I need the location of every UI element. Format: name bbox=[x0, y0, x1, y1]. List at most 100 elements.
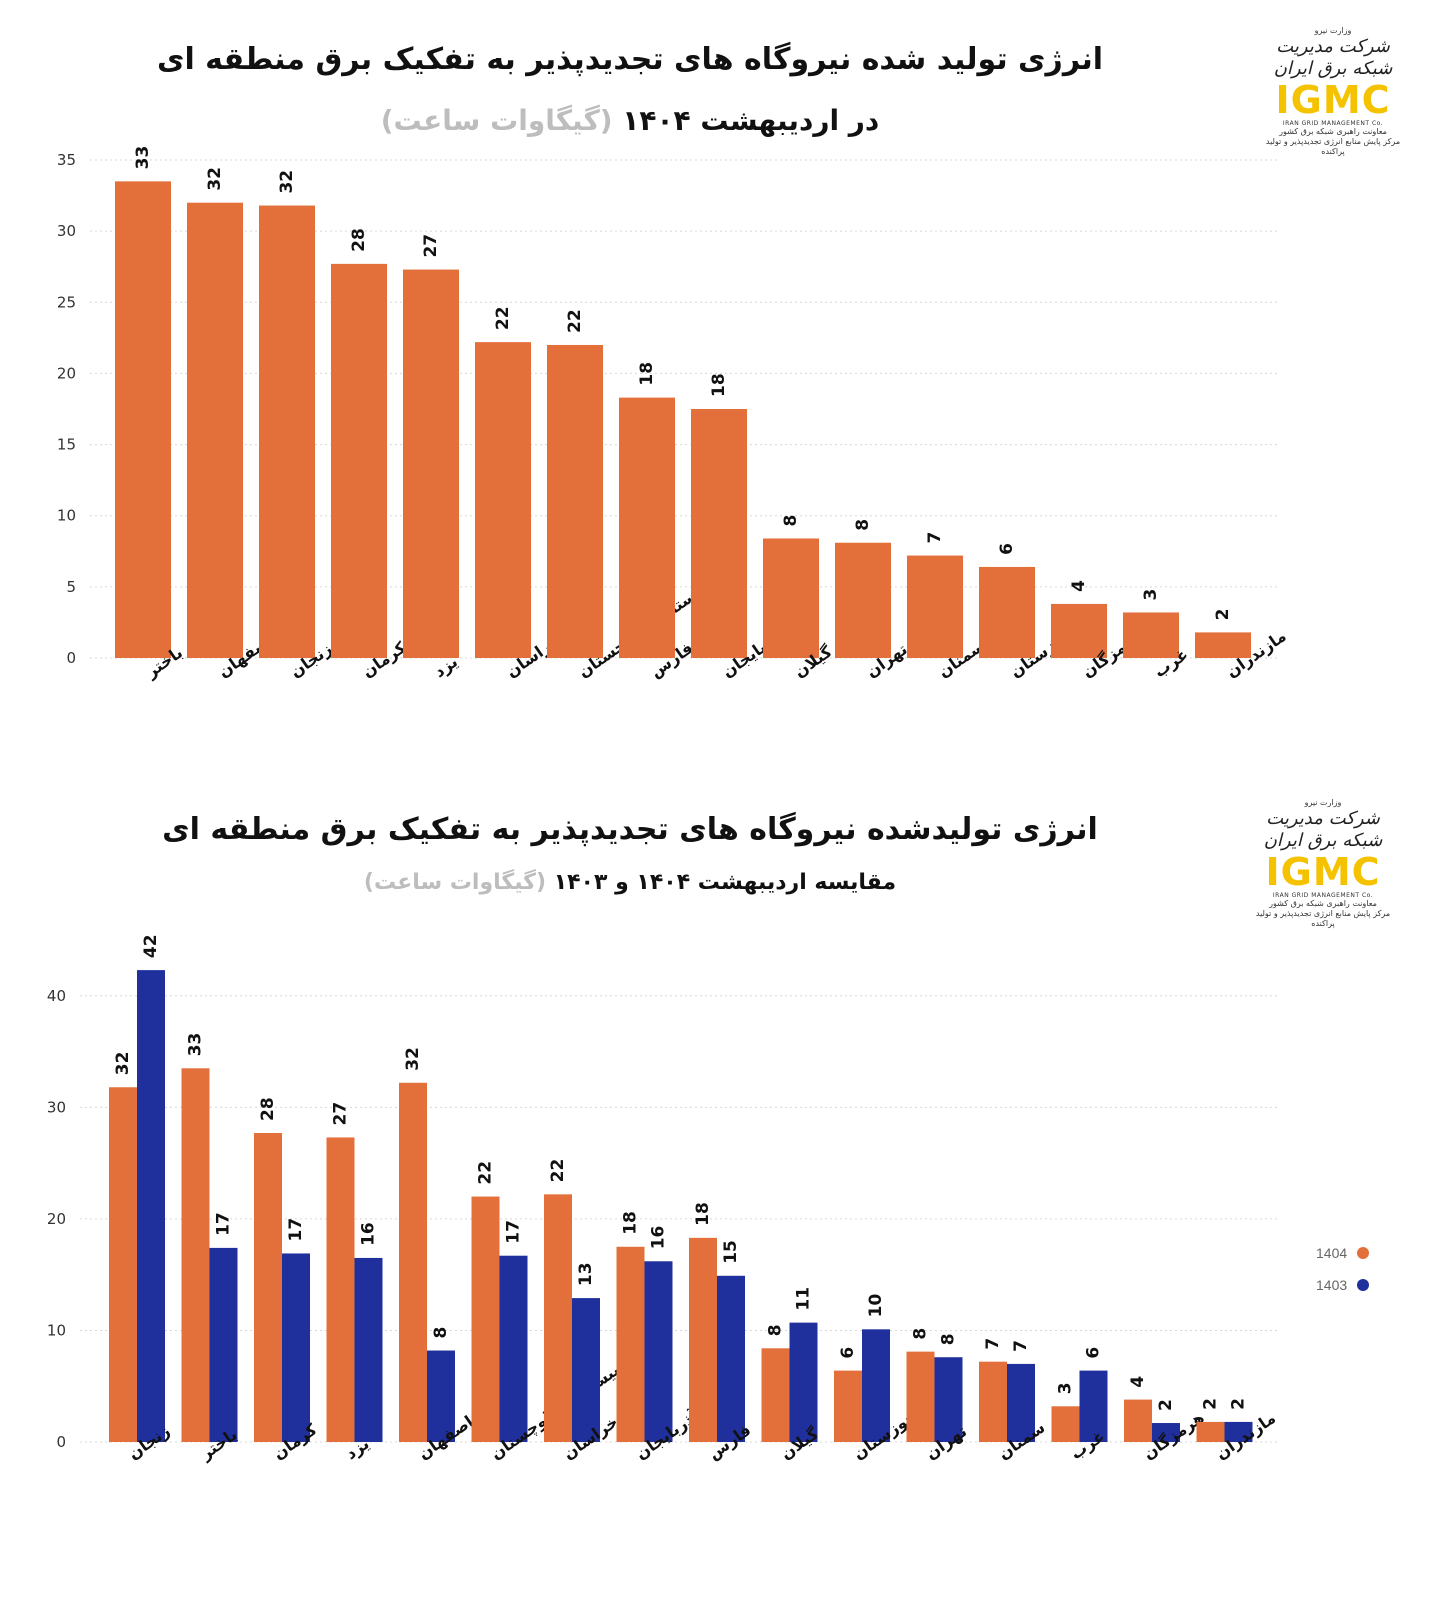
chart1-data-label: 22 bbox=[565, 309, 585, 333]
chart1-subtitle-main: در اردیبهشت ۱۴۰۴ bbox=[622, 104, 880, 137]
chart2-data-label-1404: 8 bbox=[766, 1324, 786, 1336]
chart2-bar-1403 bbox=[572, 1298, 600, 1442]
chart2-title: انرژی تولیدشده نیروگاه های تجدیدپذیر به … bbox=[162, 812, 1098, 847]
chart2-bar-1404 bbox=[254, 1132, 282, 1442]
chart2-data-label-1404: 32 bbox=[403, 1047, 423, 1071]
chart2-bar-1403 bbox=[282, 1253, 310, 1442]
chart2-data-label-1403: 42 bbox=[141, 934, 161, 958]
chart2-data-label-1403: 11 bbox=[794, 1287, 814, 1311]
chart1-y-tick-label: 10 bbox=[57, 507, 76, 525]
chart2-bar-1403 bbox=[354, 1257, 383, 1442]
chart2-bar-1404 bbox=[1124, 1399, 1152, 1442]
chart1-data-label: 27 bbox=[421, 234, 441, 258]
chart2-bar-1404 bbox=[979, 1361, 1007, 1442]
chart1-bar bbox=[1051, 603, 1107, 658]
chart1-bar bbox=[547, 344, 603, 658]
chart2-data-label-1403: 17 bbox=[504, 1220, 524, 1244]
chart2-data-label-1403: 16 bbox=[359, 1222, 379, 1246]
chart1-data-label: 28 bbox=[349, 228, 369, 252]
chart2-data-label-1404: 28 bbox=[258, 1097, 278, 1121]
chart2-y-tick-label: 40 bbox=[47, 987, 66, 1005]
legend-swatch-1403 bbox=[1357, 1279, 1370, 1291]
chart1-bar bbox=[619, 397, 675, 658]
chart2-data-label-1404: 32 bbox=[113, 1052, 133, 1076]
chart2-data-label-1404: 27 bbox=[331, 1102, 351, 1126]
chart2-bar-1403 bbox=[717, 1275, 745, 1442]
chart1-subtitle: در اردیبهشت ۱۴۰۴ (گیگاوات ساعت) bbox=[0, 104, 1260, 137]
chart1-data-label: 2 bbox=[1213, 609, 1233, 621]
chart2-data-label-1404: 8 bbox=[911, 1328, 931, 1340]
chart2-bar-1403 bbox=[499, 1255, 528, 1442]
chart2-data-label-1403: 10 bbox=[866, 1294, 886, 1318]
chart2-data-label-1403: 2 bbox=[1229, 1398, 1249, 1410]
chart1-data-label: 18 bbox=[709, 373, 729, 397]
chart2-data-label-1404: 7 bbox=[983, 1338, 1003, 1350]
chart1-bar bbox=[331, 263, 387, 658]
chart2-data-label-1403: 8 bbox=[431, 1327, 451, 1339]
chart1-data-label: 32 bbox=[277, 170, 297, 194]
chart2-svg: 0102030403242زنجان3317باختر2817کرمان2716… bbox=[47, 934, 1280, 1464]
logo-sub: IRAN GRID MANAGEMENT Co. bbox=[1282, 120, 1384, 127]
chart1-data-label: 22 bbox=[493, 306, 513, 330]
chart1-data-label: 4 bbox=[1069, 580, 1089, 592]
chart2-y-tick-label: 20 bbox=[47, 1210, 66, 1228]
chart2-data-label-1403: 16 bbox=[649, 1226, 669, 1250]
chart2-data-label-1404: 4 bbox=[1128, 1376, 1148, 1388]
chart1-data-label: 32 bbox=[205, 167, 225, 191]
chart-panel-2: انرژی تولیدشده نیروگاه های تجدیدپذیر به … bbox=[0, 790, 1440, 1610]
chart2-data-label-1403: 2 bbox=[1156, 1399, 1176, 1411]
chart1-bar bbox=[475, 342, 531, 658]
chart2-data-label-1404: 3 bbox=[1056, 1382, 1076, 1394]
chart2-subtitle: مقایسه اردیبهشت ۱۴۰۴ و ۱۴۰۳ (گیگاوات ساع… bbox=[0, 870, 1260, 895]
chart2-bar-1404 bbox=[544, 1194, 572, 1442]
chart2-y-tick-label: 10 bbox=[47, 1321, 66, 1339]
chart2-bar-1403 bbox=[862, 1329, 890, 1442]
chart1-data-label: 8 bbox=[853, 519, 873, 531]
chart1-bar bbox=[979, 566, 1035, 658]
chart1-y-tick-label: 5 bbox=[66, 578, 76, 596]
chart2-data-label-1403: 17 bbox=[286, 1218, 306, 1242]
chart1-bar bbox=[187, 202, 243, 658]
chart-panel-1: انرژی تولید شده نیروگاه های تجدیدپذیر به… bbox=[0, 0, 1440, 790]
chart2-bar-1404 bbox=[1051, 1406, 1080, 1442]
chart1-y-tick-label: 20 bbox=[57, 364, 76, 382]
chart2-bar-1404 bbox=[906, 1351, 935, 1442]
chart2-bar-1403 bbox=[789, 1322, 818, 1442]
chart1-bar bbox=[259, 205, 315, 658]
logo-brand: IGMC bbox=[1265, 850, 1381, 894]
chart1-bar bbox=[403, 269, 459, 658]
igmc-logo-2: وزارت نیرو شرکت مدیریت شبکه برق ایران IG… bbox=[1248, 798, 1398, 929]
chart2-bar-1403 bbox=[209, 1247, 238, 1442]
chart1-y-tick-label: 15 bbox=[57, 436, 76, 454]
chart2-bar-1403 bbox=[427, 1350, 455, 1442]
chart2-data-label-1404: 33 bbox=[186, 1033, 206, 1057]
chart2-bar-1404 bbox=[616, 1246, 645, 1442]
chart2-bar-1403 bbox=[934, 1357, 963, 1442]
logo-line2: مرکز پایش منابع انرژی تجدیدپذیر و تولید … bbox=[1265, 137, 1401, 156]
chart2-bar-1404 bbox=[761, 1348, 790, 1442]
chart2-data-label-1403: 7 bbox=[1011, 1340, 1031, 1352]
chart2-bar-1403 bbox=[1224, 1421, 1253, 1442]
chart2-data-label-1403: 8 bbox=[939, 1333, 959, 1345]
chart1-bar bbox=[691, 409, 747, 658]
chart1-data-label: 18 bbox=[637, 362, 657, 386]
chart1-y-tick-label: 35 bbox=[57, 151, 76, 169]
chart2-data-label-1404: 22 bbox=[548, 1159, 568, 1183]
chart1-data-label: 3 bbox=[1141, 589, 1161, 601]
chart1-bar bbox=[115, 181, 171, 659]
chart2-data-label-1403: 6 bbox=[1084, 1347, 1104, 1359]
chart2-bar-1403 bbox=[644, 1261, 673, 1442]
chart1-y-tick-label: 30 bbox=[57, 222, 76, 240]
logo-brand: IGMC bbox=[1275, 78, 1391, 122]
chart2-bar-1404 bbox=[689, 1237, 717, 1442]
chart2-bar-1404 bbox=[471, 1196, 500, 1442]
chart2-bar-1403 bbox=[1152, 1423, 1180, 1442]
chart1-data-label: 8 bbox=[781, 515, 801, 527]
chart1-data-label: 33 bbox=[133, 146, 153, 170]
igmc-logo: وزارت نیرو شرکت مدیریت شبکه برق ایران IG… bbox=[1258, 26, 1408, 157]
chart1-data-label: 6 bbox=[997, 543, 1017, 555]
chart2-y-tick-label: 30 bbox=[47, 1098, 66, 1116]
chart1-subtitle-unit: (گیگاوات ساعت) bbox=[380, 104, 613, 137]
logo-line1: معاونت راهبری شبکه برق کشور bbox=[1279, 127, 1387, 136]
